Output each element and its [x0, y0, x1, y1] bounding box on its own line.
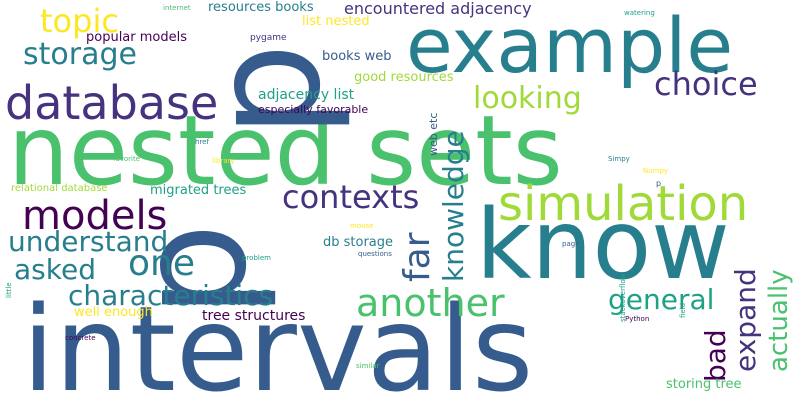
word-little: little — [5, 282, 13, 298]
word-library: library — [212, 157, 235, 165]
word-pygame: pygame — [250, 33, 287, 43]
word-tree-structures: tree structures — [202, 308, 306, 324]
word-models: models — [22, 193, 168, 239]
word-migrated-trees: migrated trees — [150, 183, 247, 198]
word-intervals: intervals — [22, 280, 534, 400]
word-general: general — [608, 283, 715, 316]
word-internet: internet — [163, 4, 191, 12]
word-web-etc: web etc — [427, 112, 440, 156]
word-favorite: favorite — [113, 155, 141, 163]
word-expand: expand — [729, 268, 762, 372]
word-actually: actually — [764, 269, 794, 372]
word-similar: similar — [356, 362, 380, 370]
word-choice: choice — [654, 65, 758, 103]
word-simpy: Simpy — [608, 155, 630, 163]
word-example: example — [406, 1, 734, 90]
word-well-enough: well enough — [74, 305, 153, 320]
word-far: far — [397, 232, 438, 282]
word-concrete: concrete — [65, 334, 96, 342]
word-topic: topic — [40, 2, 119, 40]
word-know: know — [476, 189, 730, 301]
word-especially-favorable: especially favorable — [258, 103, 369, 116]
word-python: Python — [625, 315, 650, 323]
word-knowledge: knowledge — [437, 130, 470, 282]
word-list-nested: list nested — [302, 14, 370, 29]
word-storing-tree: storing tree — [666, 377, 742, 392]
word-encountered-adjacency: encountered adjacency — [344, 0, 532, 18]
word-simulation: simulation — [498, 176, 749, 232]
word-watering: watering — [624, 9, 655, 17]
word-page: page — [562, 240, 580, 248]
word-database: database — [5, 76, 219, 130]
word-problem: problem — [242, 254, 271, 262]
word-good-resources: good resources — [354, 70, 454, 85]
word-looking: looking — [473, 81, 582, 116]
word-mouse: mouse — [350, 222, 374, 230]
word-understand: understand — [8, 225, 169, 258]
word-db-storage: db storage — [323, 235, 394, 250]
word-asked: asked — [14, 253, 96, 286]
word-numpy: Numpy — [643, 167, 669, 175]
word-href: href — [195, 138, 209, 146]
word-contexts: contexts — [282, 178, 420, 216]
word-popular-models: popular models — [86, 30, 188, 45]
word-resources-books: resources books — [208, 0, 314, 15]
word-characteristics: characteristics — [68, 279, 274, 312]
word-books-web: books web — [322, 49, 392, 64]
word-p-small: p — [656, 179, 662, 188]
word-relational-database: relational database — [11, 183, 108, 194]
word-another: another — [356, 281, 505, 325]
word-one: one — [128, 243, 195, 284]
word-questions: questions — [358, 250, 392, 258]
word-field: field — [679, 302, 687, 318]
word-bad: bad — [699, 329, 732, 382]
word-nested-sets: nested sets — [8, 95, 563, 207]
word-adjacency-list: adjacency list — [258, 87, 355, 103]
word-storage: storage — [23, 37, 137, 72]
